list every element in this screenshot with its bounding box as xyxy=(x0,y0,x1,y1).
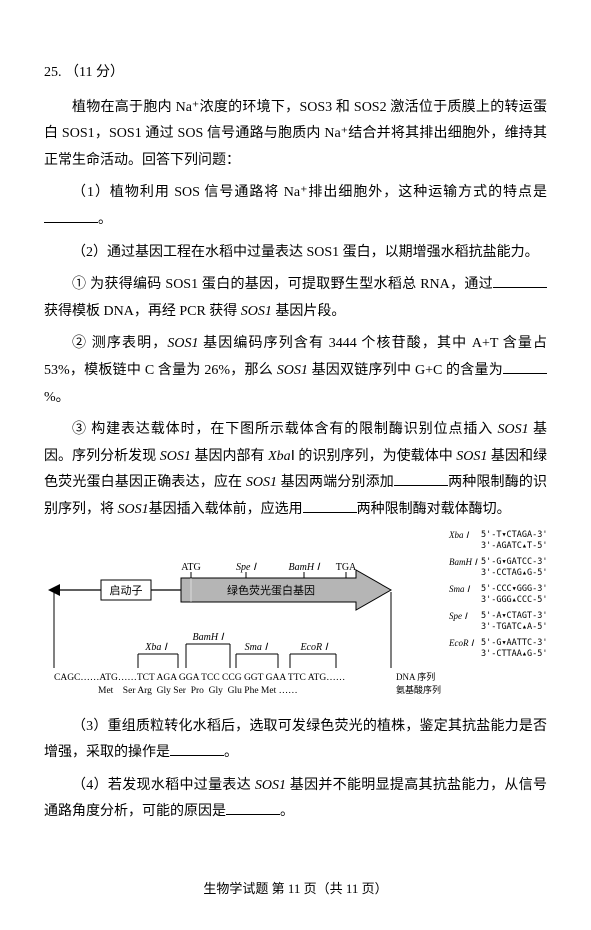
blank-7 xyxy=(226,800,280,815)
sub-q4: （4）若发现水稻中过量表达 SOS1 基因并不能明显提高其抗盐能力，从信号通路角… xyxy=(44,773,547,826)
s23f: 基因两端分别添加 xyxy=(277,475,394,490)
sub-q2: （2）通过基因工程在水稻中过量表达 SOS1 蛋白，以期增强水稻抗盐能力。 xyxy=(44,240,547,267)
sub-q1: （1）植物利用 SOS 信号通路将 Na⁺排出细胞外，这种运输方式的特点是。 xyxy=(44,180,547,233)
enzyme-seq: 5'-A▾CTAGT-3'3'-TGATC▴A-5' xyxy=(481,611,548,633)
svg-text:Sma Ⅰ: Sma Ⅰ xyxy=(244,642,268,653)
s3b: 。 xyxy=(224,745,238,760)
s23d: 的识别序列，为使载体中 xyxy=(295,449,456,464)
s21c: 基因片段。 xyxy=(272,304,346,319)
sos1-7: SOS1 xyxy=(246,475,277,490)
enzyme-seq: 5'-CCC▾GGG-3'3'-GGG▴CCC-5' xyxy=(481,584,548,606)
enzyme-name: Xba Ⅰ xyxy=(449,530,481,552)
svg-text:BamH Ⅰ: BamH Ⅰ xyxy=(192,632,224,643)
q-num-text: 25. xyxy=(44,65,62,80)
s23a: ③ 构建表达载体时，在下图所示载体含有的限制酶识别位点插入 xyxy=(72,422,498,437)
s22c: 基因双链序列中 G+C 的含量为 xyxy=(308,363,503,378)
tga-label: TGA xyxy=(335,562,356,573)
page-footer: 生物学试题 第 11 页（共 11 页） xyxy=(0,877,591,902)
enzyme-seq: 5'-T▾CTAGA-3'3'-AGATC▴T-5' xyxy=(481,530,548,552)
sos1-4: SOS1 xyxy=(498,422,529,437)
svg-text:DNA 序列: DNA 序列 xyxy=(396,671,435,682)
sub-q2-2: ② 测序表明，SOS1 基因编码序列含有 3444 个核苷酸，其中 A+T 含量… xyxy=(44,331,547,411)
question-number: 25. （11 分） xyxy=(44,60,547,87)
sos1-1: SOS1 xyxy=(241,304,272,319)
s4c: 。 xyxy=(280,804,294,819)
blank-1 xyxy=(44,208,98,223)
atg-label: ATG xyxy=(181,562,200,573)
enzyme-name: EcoR Ⅰ xyxy=(449,638,481,660)
enzyme-name: Sma Ⅰ xyxy=(449,584,481,606)
bamh-label: BamH Ⅰ xyxy=(288,562,320,573)
blank-5 xyxy=(303,498,357,513)
s23h: 基因插入载体前，应选用 xyxy=(149,502,303,517)
s22d: %。 xyxy=(44,390,70,405)
sos1-8: SOS1 xyxy=(118,502,149,517)
s4a: （4）若发现水稻中过量表达 xyxy=(72,778,255,793)
sub-q3: （3）重组质粒转化水稻后，选取可发绿色荧光的植株，鉴定其抗盐能力是否增强，采取的… xyxy=(44,714,547,767)
s21a: ① 为获得编码 SOS1 蛋白的基因，可提取野生型水稻总 RNA，通过 xyxy=(72,277,493,292)
diagram-svg: 启动子 绿色荧光蛋白基因 ATG Spe Ⅰ BamH Ⅰ TGA Xba Ⅰ … xyxy=(46,530,441,710)
xbai: Xba xyxy=(268,449,291,464)
sos1-3: SOS1 xyxy=(277,363,308,378)
sub1-text: （1）植物利用 SOS 信号通路将 Na⁺排出细胞外，这种运输方式的特点是 xyxy=(72,185,547,200)
spe-label: Spe Ⅰ xyxy=(236,562,257,573)
enzyme-seq: 5'-G▾AATTC-3'3'-CTTAA▴G-5' xyxy=(481,638,548,660)
sos1-9: SOS1 xyxy=(255,778,286,793)
enzyme-row: Spe Ⅰ5'-A▾CTAGT-3'3'-TGATC▴A-5' xyxy=(449,611,548,633)
plasmid-diagram: 启动子 绿色荧光蛋白基因 ATG Spe Ⅰ BamH Ⅰ TGA Xba Ⅰ … xyxy=(46,530,546,710)
svg-text:Met Ser Arg Gly Ser Pro: Met Ser Arg Gly Ser Pro Gly Glu Phe Met … xyxy=(98,686,298,696)
enzyme-row: Xba Ⅰ5'-T▾CTAGA-3'3'-AGATC▴T-5' xyxy=(449,530,548,552)
enzyme-seq: 5'-G▾GATCC-3'3'-CCTAG▴G-5' xyxy=(481,557,548,579)
enzyme-row: Sma Ⅰ5'-CCC▾GGG-3'3'-GGG▴CCC-5' xyxy=(449,584,548,606)
promoter-label: 启动子 xyxy=(109,584,142,597)
q-points: （11 分） xyxy=(65,65,124,80)
blank-3 xyxy=(503,359,547,374)
svg-text:氨基酸序列: 氨基酸序列 xyxy=(396,684,441,695)
blank-6 xyxy=(170,741,224,756)
s23i: 两种限制酶对载体酶切。 xyxy=(357,502,511,517)
sub-q2-1: ① 为获得编码 SOS1 蛋白的基因，可提取野生型水稻总 RNA，通过获得模板 … xyxy=(44,272,547,325)
intro-paragraph: 植物在高于胞内 Na⁺浓度的环境下，SOS3 和 SOS2 激活位于质膜上的转运… xyxy=(44,95,547,175)
enzyme-recognition-list: Xba Ⅰ5'-T▾CTAGA-3'3'-AGATC▴T-5'BamH Ⅰ5'-… xyxy=(449,530,548,665)
enzyme-name: Spe Ⅰ xyxy=(449,611,481,633)
enzyme-row: BamH Ⅰ5'-G▾GATCC-3'3'-CCTAG▴G-5' xyxy=(449,557,548,579)
enzyme-name: BamH Ⅰ xyxy=(449,557,481,579)
svg-text:Xba Ⅰ: Xba Ⅰ xyxy=(144,642,168,653)
sub1-end: 。 xyxy=(98,212,112,227)
s22a: ② 测序表明， xyxy=(72,336,167,351)
svg-text:EcoR Ⅰ: EcoR Ⅰ xyxy=(299,642,328,653)
s3a: （3）重组质粒转化水稻后，选取可发绿色荧光的植株，鉴定其抗盐能力是否增强，采取的… xyxy=(44,719,547,761)
sos1-5: SOS1 xyxy=(160,449,191,464)
blank-4 xyxy=(394,471,448,486)
s21b: 获得模板 DNA，再经 PCR 获得 xyxy=(44,304,241,319)
sos1-6: SOS1 xyxy=(456,449,487,464)
sub-q2-3: ③ 构建表达载体时，在下图所示载体含有的限制酶识别位点插入 SOS1 基因。序列… xyxy=(44,417,547,523)
s23c: 基因内部有 xyxy=(191,449,268,464)
sos1-2: SOS1 xyxy=(167,336,198,351)
gfp-label: 绿色荧光蛋白基因 xyxy=(227,583,315,597)
enzyme-row: EcoR Ⅰ5'-G▾AATTC-3'3'-CTTAA▴G-5' xyxy=(449,638,548,660)
svg-text:CAGC……ATG……TCT AGA GGA TCC CCG: CAGC……ATG……TCT AGA GGA TCC CCG GGT GAA T… xyxy=(54,673,345,683)
blank-2 xyxy=(493,273,547,288)
